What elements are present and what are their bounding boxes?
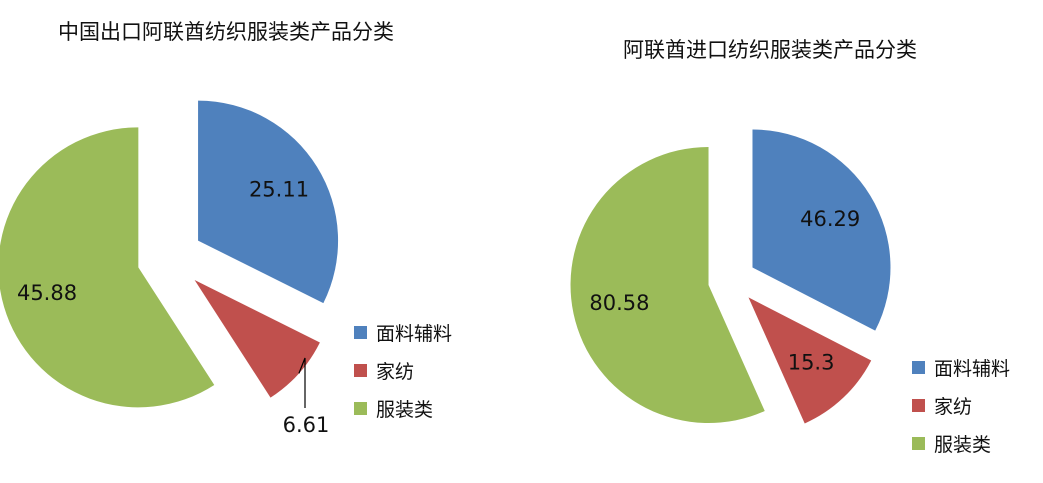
pie-slice [570, 146, 765, 423]
legend-label: 面料辅料 [376, 322, 453, 345]
pie-slice [194, 280, 320, 398]
legend-item: 服装类 [354, 389, 452, 427]
pie-slice [0, 127, 215, 408]
leader-line [298, 357, 306, 408]
pie-slice [748, 297, 872, 424]
data-label: 80.58 [589, 291, 649, 315]
legend-label: 家纺 [376, 360, 415, 383]
legend-item: 面料辅料 [912, 348, 1010, 386]
data-label: 25.11 [249, 178, 309, 202]
pie-slice [198, 100, 339, 304]
legend-item: 面料辅料 [354, 313, 452, 351]
legend-swatch [354, 325, 367, 339]
legend: 面料辅料 家纺 服装类 [912, 348, 1010, 462]
legend-swatch [912, 398, 925, 412]
legend: 面料辅料 家纺 服装类 [354, 313, 452, 427]
legend-swatch [354, 363, 367, 377]
data-label: 46.29 [800, 207, 860, 231]
legend-swatch [354, 401, 367, 415]
chart-title: 中国出口阿联酋纺织服装类产品分类 [58, 20, 394, 44]
pie-slice [752, 129, 891, 331]
legend-item: 服装类 [912, 424, 1010, 462]
legend-label: 服装类 [376, 398, 434, 421]
data-label: 15.3 [788, 351, 835, 375]
pie-plot: 25.11 6.61 45.88 [0, 100, 339, 437]
chart-title: 阿联酋进口纺织服装类产品分类 [623, 38, 917, 62]
legend-label: 服装类 [934, 433, 992, 456]
data-label: 6.61 [283, 413, 330, 437]
chart-right: 阿联酋进口纺织服装类产品分类 46.29 15.3 80.58 面料辅料 家纺 服装… [520, 0, 1043, 483]
legend-swatch [912, 436, 925, 450]
legend-label: 家纺 [934, 395, 973, 418]
legend-label: 面料辅料 [934, 357, 1011, 380]
chart-left: 中国出口阿联酋纺织服装类产品分类 25.11 6.61 45.88 面料辅料 家纺 … [0, 0, 520, 483]
legend-item: 家纺 [912, 386, 1010, 424]
legend-swatch [912, 360, 925, 374]
pie-plot: 46.29 15.3 80.58 [570, 129, 891, 424]
legend-item: 家纺 [354, 351, 452, 389]
data-label: 45.88 [17, 281, 77, 305]
